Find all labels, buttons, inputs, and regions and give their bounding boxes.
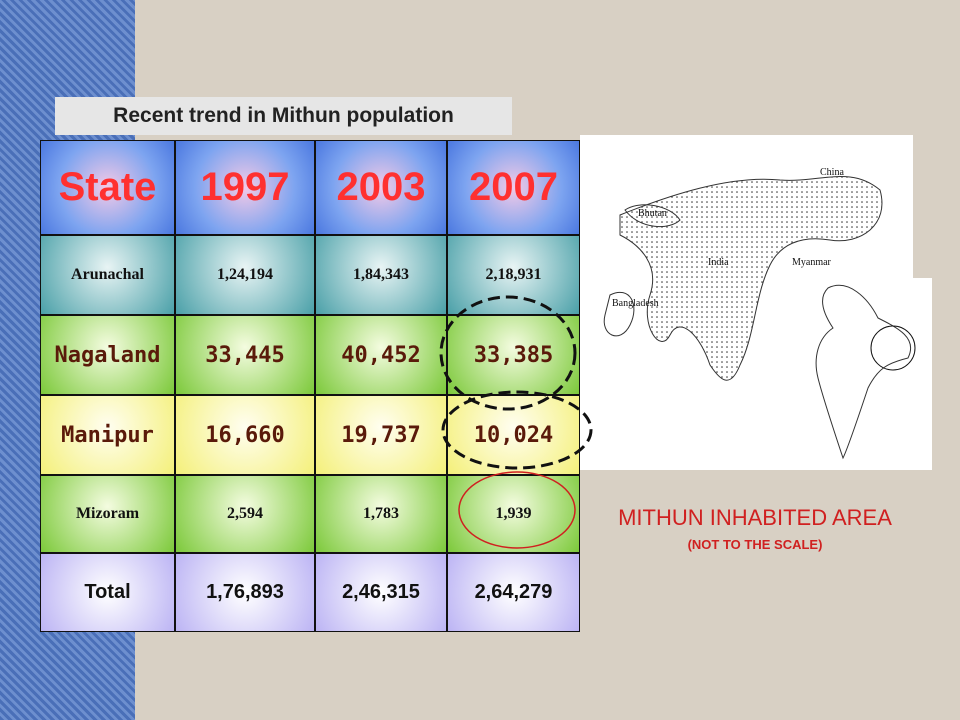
table-cell: Total: [40, 553, 175, 632]
table-cell: 2,46,315: [315, 553, 447, 632]
table-cell: 19,737: [315, 395, 447, 475]
map-note: (NOT TO THE SCALE): [687, 537, 823, 552]
map-drawing: [603, 176, 883, 381]
table-cell: 1,24,194: [175, 235, 315, 315]
india-inset: [808, 278, 932, 470]
table-cell: 1,939: [447, 475, 580, 553]
map-label: India: [708, 257, 729, 268]
table-cell: Mizoram: [40, 475, 175, 553]
table-cell: 1,76,893: [175, 553, 315, 632]
table-cell: 40,452: [315, 315, 447, 395]
table-cell: 16,660: [175, 395, 315, 475]
table-cell: 33,385: [447, 315, 580, 395]
map-label: China: [820, 167, 844, 178]
table-cell: 1,783: [315, 475, 447, 553]
table-cell: 1,84,343: [315, 235, 447, 315]
header-cell: 2003: [315, 140, 447, 235]
map-label: Bangladesh: [612, 298, 659, 309]
map-label: Bhutan: [638, 208, 667, 219]
table-cell: Arunachal: [40, 235, 175, 315]
map-caption: MITHUN INHABITED AREA: [618, 505, 892, 530]
table-cell: 2,594: [175, 475, 315, 553]
table-cell: 2,64,279: [447, 553, 580, 632]
header-cell: 1997: [175, 140, 315, 235]
table-cell: 10,024: [447, 395, 580, 475]
table-cell: 2,18,931: [447, 235, 580, 315]
table-cell: 33,445: [175, 315, 315, 395]
table-cell: Nagaland: [40, 315, 175, 395]
header-cell: 2007: [447, 140, 580, 235]
header-cell: State: [40, 140, 175, 235]
slide-title: Recent trend in Mithun population: [55, 97, 512, 135]
map-label: Myanmar: [792, 257, 831, 268]
table-cell: Manipur: [40, 395, 175, 475]
inset-drawing: [815, 284, 916, 460]
